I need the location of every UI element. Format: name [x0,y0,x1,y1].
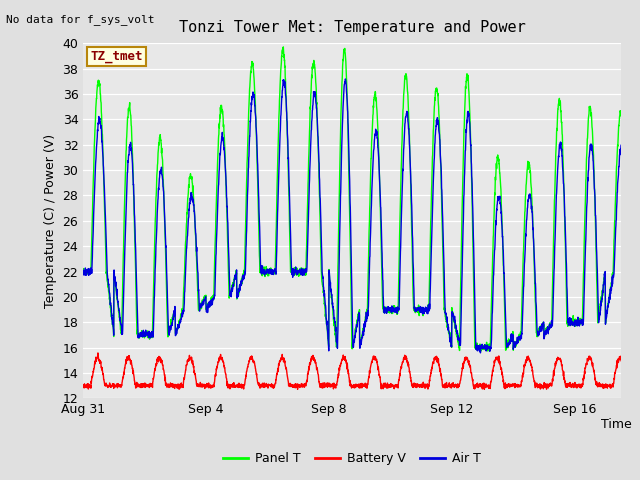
Title: Tonzi Tower Met: Temperature and Power: Tonzi Tower Met: Temperature and Power [179,20,525,35]
Y-axis label: Temperature (C) / Power (V): Temperature (C) / Power (V) [44,134,57,308]
Legend: Panel T, Battery V, Air T: Panel T, Battery V, Air T [218,447,486,470]
Text: No data for f_sys_volt: No data for f_sys_volt [6,14,155,25]
X-axis label: Time: Time [601,418,632,431]
Text: TZ_tmet: TZ_tmet [90,50,143,63]
